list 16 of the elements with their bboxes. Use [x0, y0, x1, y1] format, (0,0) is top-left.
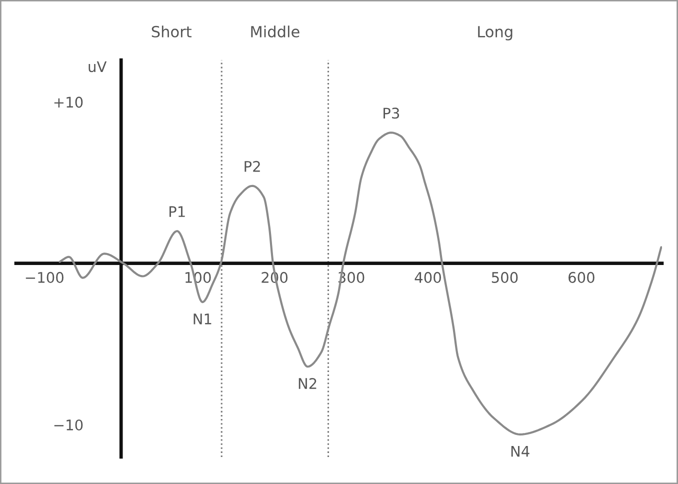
annotation: P1 — [170, 206, 185, 217]
text: Long — [478, 26, 512, 40]
y-axis-title: uV — [88, 61, 107, 72]
x-tick-label: 600 — [568, 272, 594, 283]
annotation: N1 — [194, 314, 212, 324]
y-tick-label: −10 — [54, 419, 83, 430]
annotation: P2 — [244, 160, 260, 172]
x-tick-label: 500 — [492, 272, 518, 283]
annotation: N4 — [511, 446, 530, 457]
annotation: N2 — [298, 378, 316, 389]
annotation: P3 — [384, 108, 400, 119]
text: Short — [152, 26, 192, 38]
y-tick-label: +10 — [54, 96, 83, 108]
x-tick-label: −100 — [26, 272, 64, 283]
text: Middle — [251, 26, 300, 38]
x-tick-label: 400 — [414, 272, 441, 283]
